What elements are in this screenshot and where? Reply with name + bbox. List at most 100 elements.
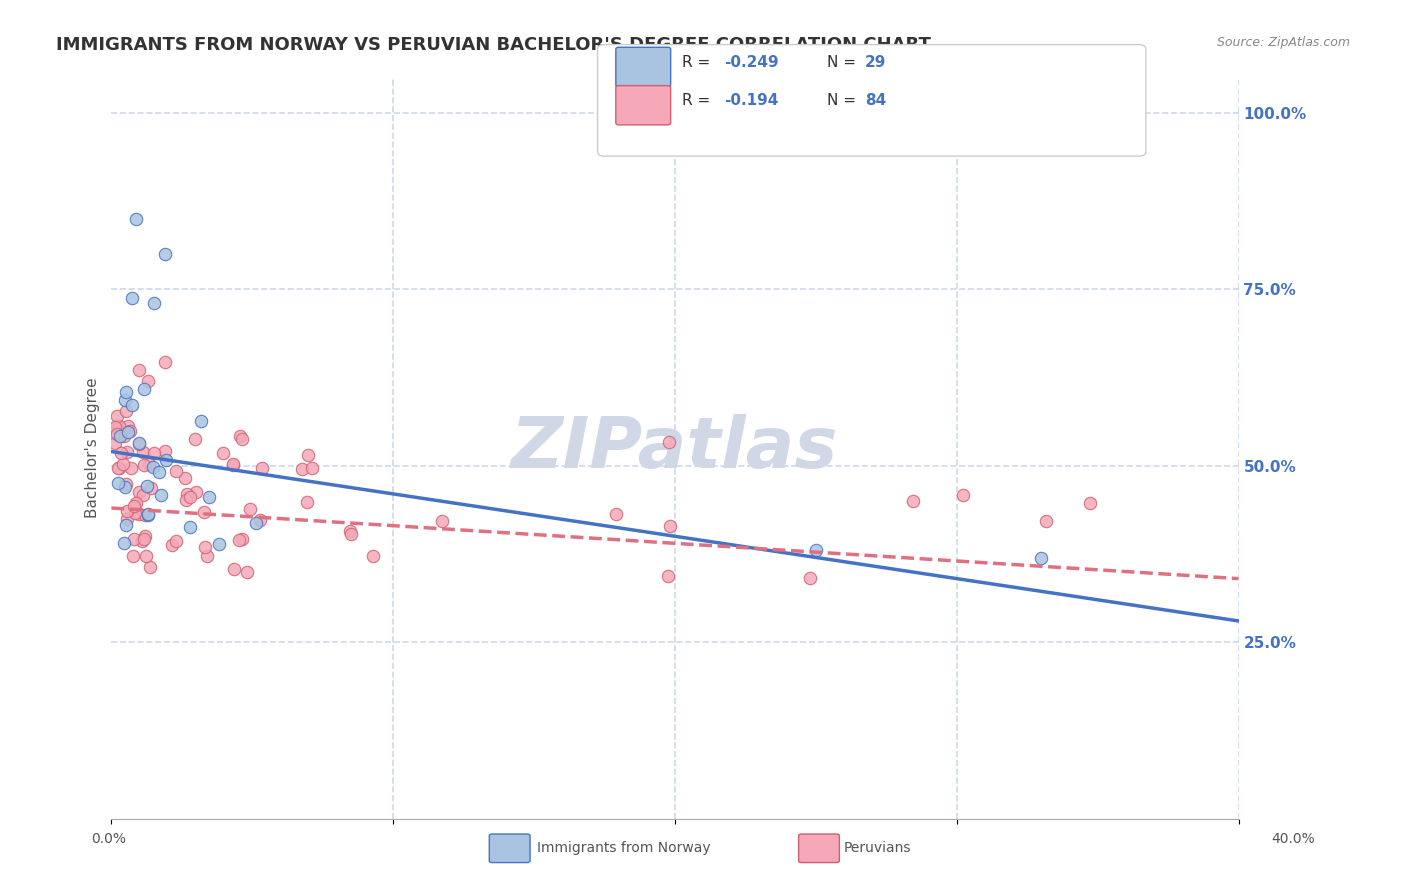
- Peruvians: [231, 532, 253, 546]
- Peruvians: [1035, 514, 1057, 528]
- Immigrants from Norway: [121, 291, 143, 305]
- Text: 0.0%: 0.0%: [91, 832, 127, 846]
- Text: -0.194: -0.194: [724, 94, 779, 108]
- Peruvians: [120, 460, 142, 475]
- Peruvians: [222, 458, 245, 473]
- Immigrants from Norway: [114, 393, 136, 408]
- Peruvians: [115, 504, 138, 518]
- Peruvians: [104, 435, 127, 450]
- Peruvians: [125, 496, 148, 510]
- Immigrants from Norway: [142, 459, 165, 474]
- Peruvians: [160, 538, 183, 552]
- Peruvians: [361, 549, 384, 563]
- Text: N =: N =: [827, 55, 860, 70]
- Peruvians: [134, 508, 156, 523]
- Peruvians: [124, 499, 146, 513]
- Peruvians: [134, 458, 156, 473]
- Peruvians: [174, 470, 197, 484]
- Peruvians: [252, 461, 274, 475]
- Immigrants from Norway: [804, 542, 827, 557]
- Immigrants from Norway: [179, 520, 201, 534]
- Peruvians: [228, 429, 250, 443]
- Immigrants from Norway: [136, 479, 159, 493]
- Peruvians: [235, 565, 257, 579]
- Peruvians: [128, 484, 150, 499]
- Text: N =: N =: [827, 94, 860, 108]
- Peruvians: [120, 424, 142, 438]
- Immigrants from Norway: [148, 465, 170, 479]
- Peruvians: [1078, 496, 1101, 510]
- Peruvians: [135, 549, 157, 564]
- Peruvians: [128, 507, 150, 521]
- Peruvians: [108, 461, 131, 475]
- Peruvians: [165, 464, 187, 478]
- Peruvians: [228, 533, 250, 547]
- Peruvians: [195, 549, 218, 563]
- Immigrants from Norway: [107, 475, 129, 490]
- Immigrants from Norway: [136, 507, 159, 521]
- Peruvians: [224, 562, 246, 576]
- Peruvians: [105, 409, 128, 424]
- Immigrants from Norway: [136, 508, 159, 522]
- Peruvians: [153, 443, 176, 458]
- Peruvians: [340, 527, 363, 541]
- Peruvians: [105, 427, 128, 442]
- Peruvians: [291, 462, 314, 476]
- Text: 40.0%: 40.0%: [1271, 832, 1315, 846]
- Peruvians: [124, 506, 146, 520]
- Immigrants from Norway: [245, 516, 267, 530]
- Text: IMMIGRANTS FROM NORWAY VS PERUVIAN BACHELOR'S DEGREE CORRELATION CHART: IMMIGRANTS FROM NORWAY VS PERUVIAN BACHE…: [56, 36, 931, 54]
- Text: 29: 29: [865, 55, 886, 70]
- Peruvians: [132, 532, 155, 546]
- Peruvians: [952, 487, 974, 501]
- Immigrants from Norway: [190, 414, 212, 428]
- Peruvians: [193, 504, 215, 518]
- Peruvians: [799, 571, 821, 585]
- Peruvians: [222, 457, 245, 471]
- Peruvians: [107, 418, 129, 433]
- Text: -0.249: -0.249: [724, 55, 779, 70]
- Peruvians: [657, 569, 679, 583]
- Immigrants from Norway: [115, 385, 138, 400]
- Immigrants from Norway: [112, 536, 135, 550]
- Peruvians: [139, 481, 162, 495]
- Immigrants from Norway: [149, 488, 172, 502]
- Peruvians: [104, 419, 127, 434]
- Immigrants from Norway: [143, 296, 166, 310]
- Peruvians: [659, 519, 682, 533]
- Text: Peruvians: Peruvians: [844, 841, 911, 855]
- Text: Source: ZipAtlas.com: Source: ZipAtlas.com: [1216, 36, 1350, 49]
- Peruvians: [115, 444, 138, 458]
- Immigrants from Norway: [108, 429, 131, 443]
- Text: R =: R =: [682, 55, 716, 70]
- Peruvians: [184, 433, 207, 447]
- Peruvians: [658, 434, 681, 449]
- Peruvians: [132, 488, 155, 502]
- Peruvians: [430, 514, 453, 528]
- Peruvians: [212, 445, 235, 459]
- Text: Immigrants from Norway: Immigrants from Norway: [537, 841, 710, 855]
- Peruvians: [297, 494, 319, 508]
- Text: 84: 84: [865, 94, 886, 108]
- Peruvians: [297, 448, 319, 462]
- Immigrants from Norway: [1031, 551, 1053, 566]
- Peruvians: [107, 461, 129, 475]
- Peruvians: [194, 541, 217, 555]
- Peruvians: [249, 513, 271, 527]
- Peruvians: [901, 494, 924, 508]
- Peruvians: [174, 493, 197, 508]
- Peruvians: [112, 429, 135, 443]
- Peruvians: [117, 418, 139, 433]
- Immigrants from Norway: [155, 247, 177, 261]
- Immigrants from Norway: [128, 436, 150, 450]
- Peruvians: [184, 485, 207, 500]
- Immigrants from Norway: [117, 425, 139, 439]
- Peruvians: [128, 363, 150, 377]
- Peruvians: [131, 534, 153, 549]
- Peruvians: [115, 403, 138, 417]
- Immigrants from Norway: [125, 211, 148, 226]
- Peruvians: [339, 524, 361, 539]
- Peruvians: [110, 445, 132, 459]
- Text: R =: R =: [682, 94, 716, 108]
- Peruvians: [605, 507, 627, 521]
